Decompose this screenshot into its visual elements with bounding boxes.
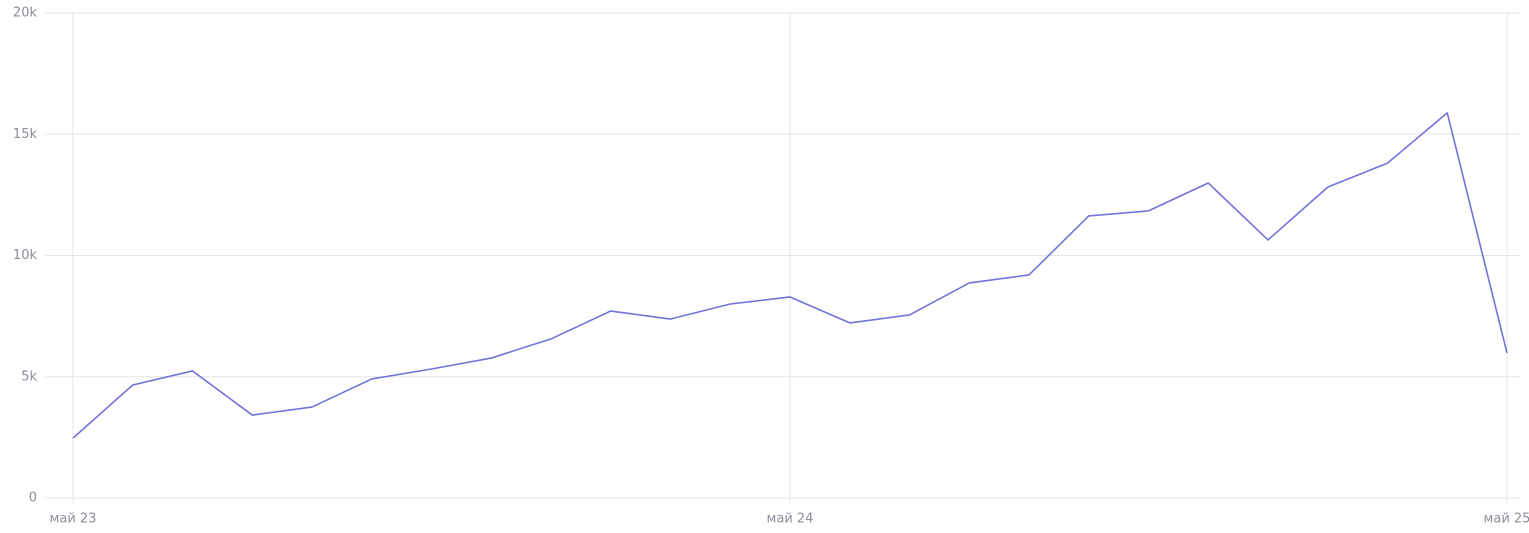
y-tick-label: 0 — [29, 491, 37, 506]
y-tick-label: 5k — [21, 369, 37, 384]
line-series — [72, 112, 1508, 439]
y-tick-label: 20k — [13, 6, 38, 21]
x-tick-label: май 23 — [50, 512, 97, 527]
x-tick-label: май 24 — [767, 512, 814, 527]
y-tick-label: 15k — [13, 127, 38, 142]
x-tick-label: май 25 — [1484, 512, 1529, 527]
y-tick-label: 10k — [13, 248, 38, 263]
